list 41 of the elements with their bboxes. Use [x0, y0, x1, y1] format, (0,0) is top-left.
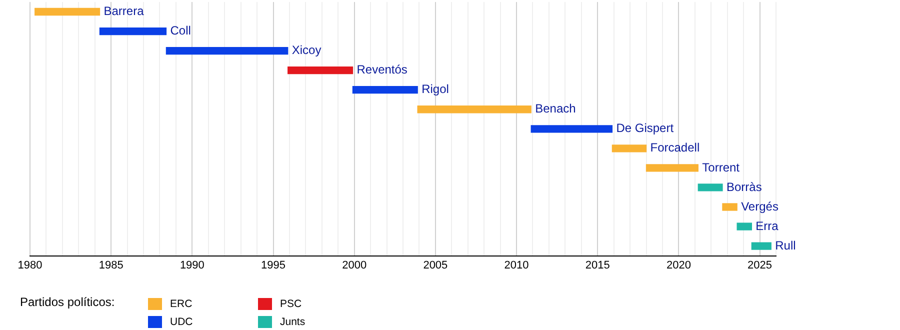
x-tick-label: 2020	[666, 259, 691, 272]
x-tick-label: 1985	[98, 259, 124, 272]
legend-title: Partidos políticos:	[20, 295, 116, 309]
bar	[288, 66, 354, 74]
legend-label: PSC	[280, 298, 302, 310]
legend-label: UDC	[170, 316, 193, 328]
legend-label: ERC	[170, 298, 192, 310]
bar	[736, 222, 752, 230]
y-tick-label: Vergés	[741, 199, 778, 214]
x-tick-label: 2000	[342, 259, 367, 272]
bar	[698, 184, 723, 192]
y-tick-label: Xicoy	[292, 43, 322, 58]
bar	[99, 27, 167, 36]
y-tick-label: De Gispert	[616, 121, 674, 136]
y-tick-label: Rigol	[422, 82, 449, 96]
y-tick-label: Forcadell	[650, 140, 700, 155]
bar	[34, 8, 100, 16]
bar	[530, 125, 613, 133]
y-tick-label: Reventós	[356, 62, 408, 77]
x-tick-label: 1980	[18, 259, 42, 272]
x-tick-label: 1990	[180, 259, 204, 272]
bar	[612, 144, 647, 152]
y-tick-label: Borràs	[726, 180, 762, 194]
y-tick-label: Erra	[756, 218, 779, 233]
bar	[417, 106, 532, 114]
y-tick-label: Benach	[535, 102, 576, 116]
bar	[646, 164, 698, 172]
y-tick-label: Rull	[775, 238, 796, 252]
x-tick-label: 2015	[585, 259, 610, 272]
x-tick-label: 1995	[261, 259, 286, 272]
bar	[751, 242, 772, 250]
y-tick-label: Torrent	[702, 160, 740, 174]
x-tick-label: 2010	[504, 259, 529, 272]
bar	[722, 203, 738, 211]
bar	[352, 86, 418, 94]
x-tick-label: 2005	[423, 259, 448, 272]
x-tick-label: 2025	[748, 259, 772, 272]
y-tick-label: Barrera	[104, 4, 144, 18]
legend-label: Junts	[280, 316, 306, 328]
bar	[166, 46, 288, 55]
y-tick-label: Coll	[170, 24, 191, 38]
